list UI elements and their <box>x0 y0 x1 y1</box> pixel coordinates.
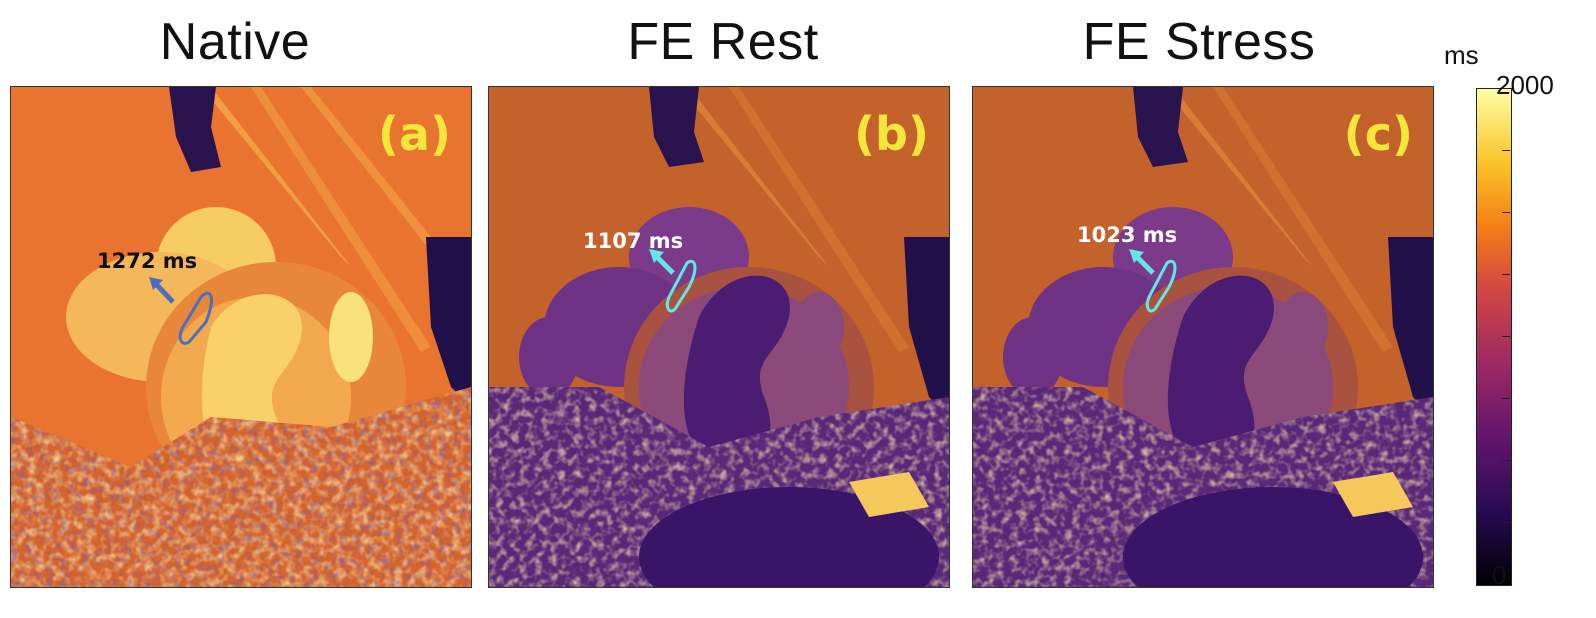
panel-title-fe-rest: FE Rest <box>627 13 819 71</box>
colorbar-unit: ms <box>1444 40 1479 70</box>
arrow-fe-stress <box>1135 255 1155 275</box>
panel-label-b: (b) <box>854 107 929 161</box>
panel-title-fe-stress: FE Stress <box>1082 13 1316 71</box>
t1-value-fe-stress: 1023 ms <box>1077 223 1178 247</box>
t1-map-fe-rest-image <box>489 87 949 587</box>
t1-map-native: (a) 1272 ms <box>10 86 472 588</box>
panel-title-native: Native <box>159 13 311 71</box>
arrow-fe-rest <box>655 255 675 275</box>
t1-map-fe-stress-image <box>973 87 1433 587</box>
arrow-native <box>154 282 175 304</box>
colorbar-max-label: 2000 <box>1496 70 1554 100</box>
t1-map-fe-rest: (b) 1107 ms <box>488 86 950 588</box>
panel-label-c: (c) <box>1343 107 1413 161</box>
t1-value-fe-rest: 1107 ms <box>583 229 684 253</box>
t1-map-native-image <box>11 87 471 587</box>
colorbar-min-label: 0 <box>1492 560 1507 590</box>
t1-map-fe-stress: (c) 1023 ms <box>972 86 1434 588</box>
colorbar <box>1476 88 1512 586</box>
colorbar-ticks <box>1476 88 1512 586</box>
panel-label-a: (a) <box>377 107 451 161</box>
t1-value-native: 1272 ms <box>97 249 198 273</box>
